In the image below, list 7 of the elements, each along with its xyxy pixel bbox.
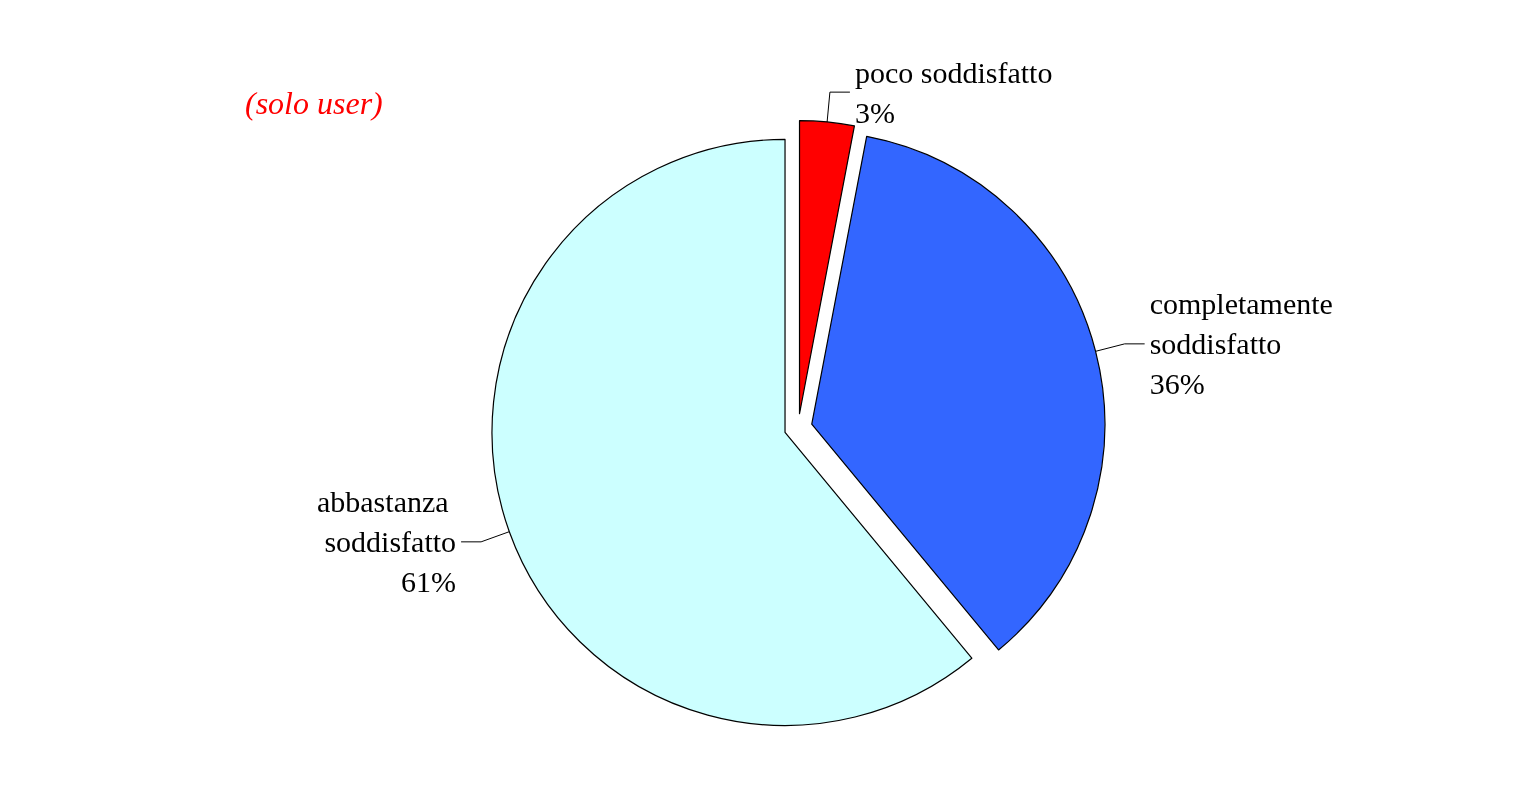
slice-label: completamente soddisfatto <box>1149 287 1341 361</box>
data-label: 61% <box>401 565 457 599</box>
slice-label: abbastanza soddisfatto <box>316 485 457 559</box>
data-label: 3% <box>854 95 895 129</box>
slice-label: poco soddisfatto <box>854 55 1053 89</box>
text: (solo user) <box>245 85 383 121</box>
data-label: 36% <box>1149 367 1205 401</box>
